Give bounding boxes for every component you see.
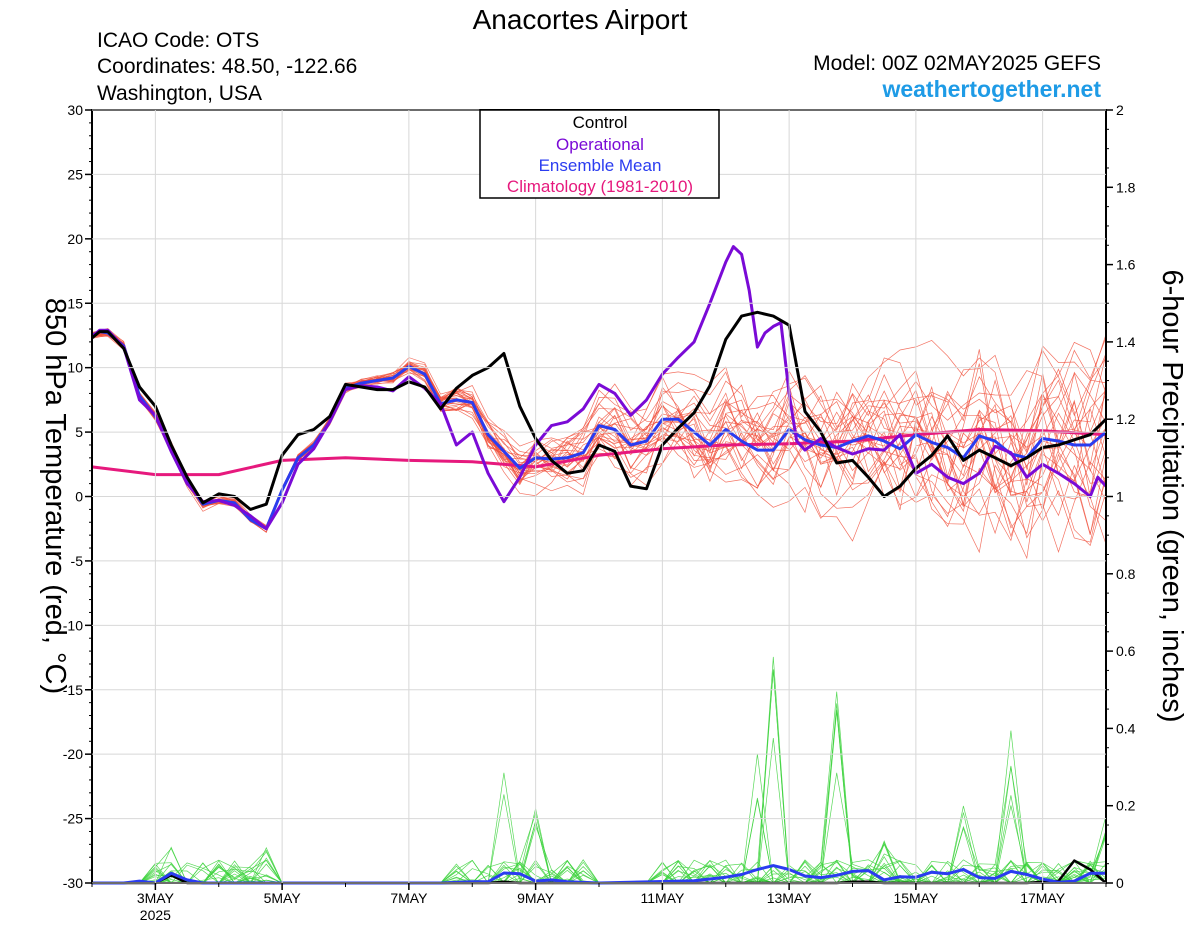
y-tick-label: -20 bbox=[63, 746, 83, 762]
legend: Control Operational Ensemble Mean Climat… bbox=[479, 109, 720, 199]
y-tick-label: 30 bbox=[67, 102, 83, 118]
x-tick-label: 13MAY bbox=[767, 890, 813, 906]
ensemble-precip-member-line bbox=[92, 709, 1107, 884]
left-axis-ticks: 30 25 20 15 10 5 0 -5 -10 -15 -20 -25 -30 bbox=[63, 102, 1106, 891]
icao-code: ICAO Code: OTS bbox=[97, 29, 259, 52]
ensemble-precip-member-line bbox=[92, 669, 1107, 884]
y-tick-label: -25 bbox=[63, 811, 83, 827]
ensemble-precip-member-line bbox=[92, 710, 1107, 884]
operational-temp-line bbox=[91, 245, 1108, 531]
y-tick-label: 15 bbox=[67, 295, 83, 311]
y-tick-label: 20 bbox=[67, 231, 83, 247]
legend-control: Control bbox=[573, 113, 628, 132]
x-tick-label: 5MAY bbox=[264, 890, 302, 906]
y2-tick-label: 1.2 bbox=[1116, 411, 1136, 427]
y2-tick-label: 1 bbox=[1116, 489, 1124, 505]
legend-operational: Operational bbox=[556, 135, 644, 154]
chart-title: Anacortes Airport bbox=[473, 4, 688, 35]
ensemble-temp-member-line bbox=[91, 331, 1107, 527]
y2-tick-label: 0.2 bbox=[1116, 798, 1136, 814]
ensemble-member-precip-lines bbox=[92, 656, 1107, 884]
legend-box bbox=[479, 109, 720, 199]
legend-ensemble-mean: Ensemble Mean bbox=[539, 156, 662, 175]
series-layer bbox=[91, 245, 1108, 885]
x-tick-label: 9MAY bbox=[517, 890, 555, 906]
coordinates: Coordinates: 48.50, -122.66 bbox=[97, 55, 357, 78]
y-tick-label: 5 bbox=[75, 424, 83, 440]
y2-tick-label: 1.4 bbox=[1116, 334, 1136, 350]
right-axis-ticks: 2 1.8 1.6 1.4 1.2 1 0.8 0.6 0.4 0.2 0 bbox=[1106, 102, 1136, 891]
model-run: Model: 00Z 02MAY2025 GEFS bbox=[813, 52, 1101, 75]
ensemble-precip-member-line bbox=[92, 656, 1107, 884]
y2-tick-label: 2 bbox=[1116, 102, 1124, 118]
y-tick-label: 0 bbox=[75, 489, 83, 505]
y2-tick-label: 0.8 bbox=[1116, 566, 1136, 582]
y-tick-label: -5 bbox=[71, 553, 84, 569]
y-tick-label: 10 bbox=[67, 360, 83, 376]
y-tick-label: -10 bbox=[63, 617, 83, 633]
y2-tick-label: 0.6 bbox=[1116, 643, 1136, 659]
y-tick-label: -30 bbox=[63, 875, 83, 891]
x-tick-year: 2025 bbox=[140, 907, 171, 923]
y2-tick-label: 0 bbox=[1116, 875, 1124, 891]
region: Washington, USA bbox=[97, 82, 262, 105]
ensemble-mean-temp-line bbox=[91, 330, 1107, 531]
y-axis-label: 850 hPa Temperature (red, °C) bbox=[39, 298, 71, 694]
y2-tick-label: 1.8 bbox=[1116, 179, 1136, 195]
y-tick-label: -15 bbox=[63, 682, 83, 698]
x-tick-label: 15MAY bbox=[893, 890, 939, 906]
site-link[interactable]: weathertogether.net bbox=[881, 76, 1101, 102]
x-tick-label: 11MAY bbox=[640, 890, 684, 906]
x-tick-label: 3MAY bbox=[137, 890, 175, 906]
x-tick-label: 7MAY bbox=[390, 890, 428, 906]
y2-axis-label: 6-hour Precipitation (green, inches) bbox=[1156, 270, 1188, 723]
x-tick-label: 17MAY bbox=[1020, 890, 1066, 906]
control-temp-line bbox=[91, 310, 1108, 511]
y2-tick-label: 1.6 bbox=[1116, 257, 1136, 273]
y-tick-label: 25 bbox=[67, 166, 83, 182]
climatology-temp-line bbox=[91, 428, 1107, 477]
legend-climatology: Climatology (1981-2010) bbox=[507, 177, 693, 196]
ensemble-precip-member-line bbox=[92, 772, 1106, 884]
y2-tick-label: 0.4 bbox=[1116, 720, 1136, 736]
